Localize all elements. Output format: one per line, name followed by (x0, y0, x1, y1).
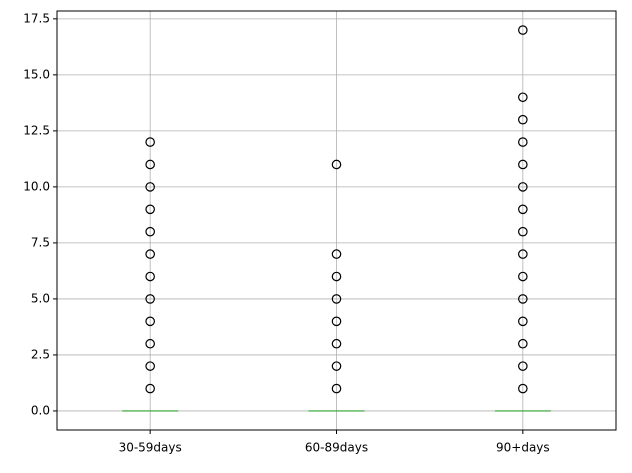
flier (518, 316, 528, 327)
plot-frame (56, 10, 617, 431)
flier (145, 338, 155, 349)
flier (518, 383, 528, 394)
flier (518, 204, 528, 215)
flier (518, 361, 528, 371)
y-tick-label: 10.0 (23, 179, 50, 193)
flier (145, 361, 155, 371)
y-tick-label: 17.5 (23, 11, 50, 25)
flier (145, 137, 155, 147)
flier (518, 114, 528, 125)
x-tick-label: 30-59days (119, 441, 182, 455)
flier (145, 316, 155, 327)
x-tick-label: 90+days (496, 441, 550, 455)
y-tick-label: 0.0 (31, 403, 50, 417)
flier (331, 383, 342, 394)
flier (331, 361, 342, 371)
flier (331, 249, 342, 259)
flier (518, 25, 528, 35)
flier (145, 204, 155, 215)
flier (518, 137, 528, 147)
flier (145, 226, 155, 237)
flier (145, 182, 155, 192)
flier (331, 338, 342, 349)
flier (145, 294, 155, 304)
flier (145, 159, 155, 170)
flier (331, 271, 342, 282)
y-tick-label: 12.5 (23, 123, 50, 137)
flier (518, 271, 528, 282)
flier (518, 182, 528, 192)
flier (518, 159, 528, 170)
flier (518, 294, 528, 304)
flier (331, 294, 342, 304)
flier (331, 316, 342, 327)
flier (518, 226, 528, 237)
flier (145, 383, 155, 394)
flier (518, 92, 528, 103)
y-tick-label: 5.0 (31, 291, 50, 305)
x-tick-label: 60-89days (305, 441, 368, 455)
y-tick-label: 7.5 (31, 235, 50, 249)
flier (145, 249, 155, 259)
y-tick-label: 15.0 (23, 67, 50, 81)
y-tick-label: 2.5 (31, 347, 50, 361)
flier (518, 338, 528, 349)
flier (518, 249, 528, 259)
flier (145, 271, 155, 282)
flier (331, 159, 342, 170)
